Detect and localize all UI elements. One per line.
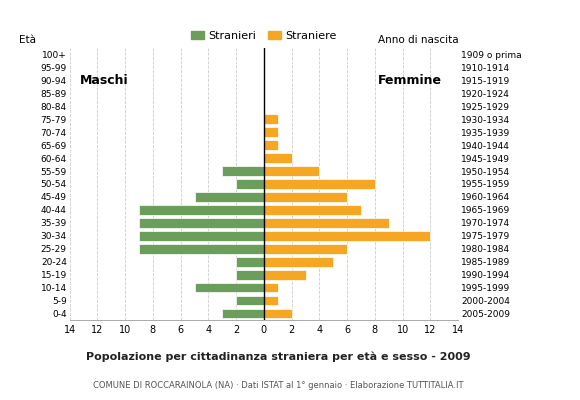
Bar: [222, 309, 264, 318]
Text: Popolazione per cittadinanza straniera per età e sesso - 2009: Popolazione per cittadinanza straniera p…: [86, 352, 471, 362]
Bar: [264, 140, 278, 150]
Bar: [264, 153, 292, 163]
Bar: [264, 205, 361, 215]
Bar: [222, 166, 264, 176]
Bar: [139, 205, 264, 215]
Bar: [264, 179, 375, 189]
Bar: [264, 296, 278, 306]
Text: Maschi: Maschi: [80, 74, 129, 87]
Bar: [139, 218, 264, 228]
Bar: [194, 283, 264, 292]
Text: Anno di nascita: Anno di nascita: [378, 35, 458, 45]
Bar: [264, 283, 278, 292]
Text: Età: Età: [19, 35, 36, 45]
Bar: [139, 231, 264, 241]
Bar: [236, 257, 264, 266]
Text: Femmine: Femmine: [378, 74, 441, 87]
Bar: [236, 270, 264, 280]
Legend: Stranieri, Straniere: Stranieri, Straniere: [187, 26, 341, 45]
Bar: [264, 309, 292, 318]
Bar: [139, 244, 264, 254]
Bar: [264, 270, 306, 280]
Bar: [264, 114, 278, 124]
Bar: [264, 231, 430, 241]
Bar: [264, 257, 334, 266]
Text: COMUNE DI ROCCARAINOLA (NA) · Dati ISTAT al 1° gennaio · Elaborazione TUTTITALIA: COMUNE DI ROCCARAINOLA (NA) · Dati ISTAT…: [93, 381, 463, 390]
Bar: [264, 127, 278, 137]
Bar: [194, 192, 264, 202]
Bar: [264, 192, 347, 202]
Bar: [236, 296, 264, 306]
Bar: [264, 218, 389, 228]
Bar: [264, 244, 347, 254]
Bar: [264, 166, 320, 176]
Bar: [236, 179, 264, 189]
